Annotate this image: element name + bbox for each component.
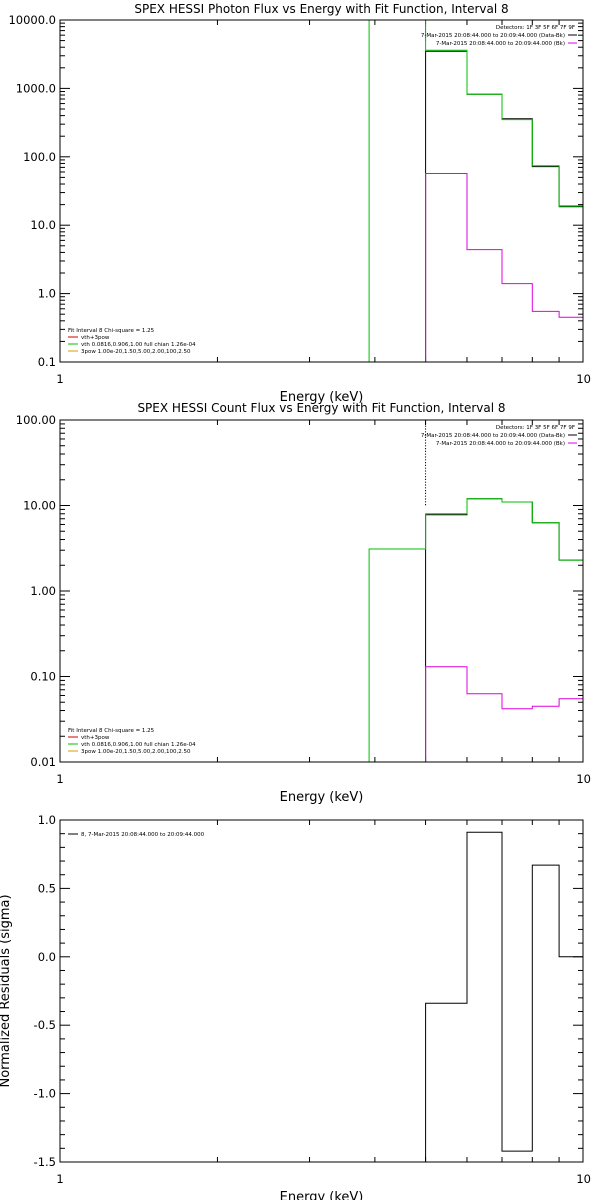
legend-entry: 7-Mar-2015 20:08:44.000 to 20:09:44.000 … [421, 433, 565, 439]
chart-panel-2: SPEX HESSI Count Flux vs Energy with Fit… [16, 401, 591, 805]
y-tick-label: 0.1 [38, 355, 56, 369]
plot-frame [59, 819, 584, 1163]
legend-entry: 3pow 1.00e-20,1.50,5.00,2.00,100,2.50 [81, 749, 191, 755]
legend-entry: 3pow 1.00e-20,1.50,5.00,2.00,100,2.50 [81, 349, 191, 355]
legend-left: Fit Interval 8 Chi-square = 1.25vth+3pow… [68, 328, 196, 355]
y-tick-label: 10.0 [30, 218, 56, 232]
y-tick-label: 100.0 [23, 150, 56, 164]
series-group [368, 20, 583, 362]
legend-entry: vth 0.0816,0.906,1.00 full chian 1.26e-0… [81, 742, 196, 748]
y-tick-label: -1.5 [34, 1155, 56, 1169]
legend-entry: Detectors: 1F 3F 5F 6F 7F 9F [496, 425, 575, 431]
legend-entry: 7-Mar-2015 20:08:44.000 to 20:09:44.000 … [421, 33, 565, 39]
y-tick-label: 0.5 [38, 881, 56, 895]
y-tick-label: 10000.0 [8, 13, 56, 27]
x-tick-label: 10 [576, 1172, 591, 1186]
y-tick-label: 1.00 [30, 584, 56, 598]
legend-entry: 7-Mar-2015 20:08:44.000 to 20:09:44.000 … [436, 41, 565, 47]
legend-top-right: Detectors: 1F 3F 5F 6F 7F 9F 7-Mar-2015 2… [421, 425, 577, 447]
y-tick-label: 0.0 [38, 950, 56, 964]
y-tick-label: 1000.0 [16, 81, 56, 95]
series-step-line-3 [425, 666, 583, 762]
legend-entry: Fit Interval 8 Chi-square = 1.25 [68, 328, 155, 334]
legend-entry: Detectors: 1F 3F 5F 6F 7F 9F [496, 25, 575, 31]
x-axis-label: Energy (keV) [280, 1190, 364, 1200]
y-tick-label: 1.0 [38, 813, 56, 827]
y-ticks [60, 419, 583, 763]
x-axis-label: Energy (keV) [280, 390, 364, 405]
series-step-line-2 [368, 20, 583, 362]
series-group [368, 420, 583, 762]
plot-frame [59, 419, 584, 763]
x-tick-label: 1 [56, 1172, 63, 1186]
legend-entry: 7-Mar-2015 20:08:44.000 to 20:09:44.000 … [436, 441, 565, 447]
legend-entry: vth+3pow [81, 735, 110, 741]
legend-entry: vth+3pow [81, 335, 110, 341]
legend-left: 8, 7-Mar-2015 20:08:44.000 to 20:09:44.0… [68, 832, 205, 838]
chart-panel-1: SPEX HESSI Photon Flux vs Energy with Fi… [8, 2, 591, 405]
y-ticks [60, 19, 583, 363]
x-tick-label: 10 [576, 372, 591, 386]
x-ticks [59, 820, 584, 1162]
chart-title: SPEX HESSI Count Flux vs Energy with Fit… [137, 401, 505, 415]
x-axis-label: Energy (keV) [280, 790, 364, 805]
legend-entry: 8, 7-Mar-2015 20:08:44.000 to 20:09:44.0… [81, 832, 205, 838]
legend-top-right: Detectors: 1F 3F 5F 6F 7F 9F 7-Mar-2015 2… [421, 25, 577, 47]
y-tick-label: 1.0 [38, 287, 56, 301]
chart-title: SPEX HESSI Photon Flux vs Energy with Fi… [134, 2, 508, 16]
x-ticks [59, 420, 584, 762]
series-step-line-2 [368, 498, 583, 762]
chart-panel-3: Energy (keV) Normalized Residuals (sigma)… [0, 813, 591, 1200]
y-tick-label: -0.5 [34, 1018, 56, 1032]
y-tick-label: -1.0 [34, 1087, 56, 1101]
series-group [425, 831, 583, 1162]
y-axis-label: Normalized Residuals (sigma) [0, 894, 13, 1087]
legend-left: Fit Interval 8 Chi-square = 1.25vth+3pow… [68, 728, 196, 755]
y-tick-label: 0.10 [30, 670, 56, 684]
series-step-line-1 [425, 831, 583, 1162]
y-tick-label: 100.00 [16, 413, 56, 427]
x-tick-label: 1 [56, 372, 63, 386]
x-tick-label: 1 [56, 772, 63, 786]
legend-entry: Fit Interval 8 Chi-square = 1.25 [68, 728, 155, 734]
series-step-line-3 [425, 173, 583, 362]
x-ticks [59, 20, 584, 362]
x-tick-label: 10 [576, 772, 591, 786]
y-tick-label: 0.01 [30, 755, 56, 769]
plot-frame [59, 19, 584, 363]
legend-entry: vth 0.0816,0.906,1.00 full chian 1.26e-0… [81, 342, 196, 348]
y-tick-label: 10.00 [23, 499, 56, 513]
y-ticks [60, 819, 583, 1163]
